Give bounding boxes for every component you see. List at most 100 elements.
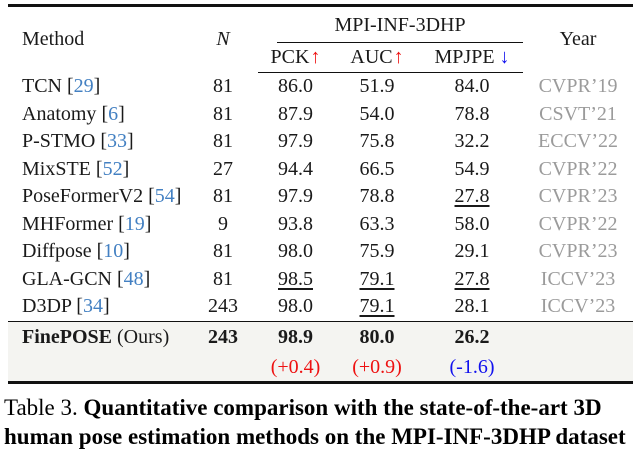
mpjpe-cell-second-best: 27.8 xyxy=(454,267,490,290)
pck-cell: 87.9 xyxy=(278,102,313,125)
ours-method-cell: FinePOSE (Ours) xyxy=(8,320,188,354)
table-row: MHFormer [19] 9 93.8 63.3 58.0 CVPR’22 xyxy=(8,211,633,239)
up-arrow-icon: ↑ xyxy=(310,46,321,68)
pck-cell: 93.8 xyxy=(278,212,313,235)
table-row: TCN [29] 81 86.0 51.9 84.0 CVPR’19 xyxy=(8,73,633,101)
cite-bracket: [ xyxy=(62,75,74,97)
pck-cell: 94.4 xyxy=(278,157,313,180)
up-arrow-icon: ↑ xyxy=(393,46,404,68)
pck-cell: 98.0 xyxy=(278,295,313,318)
cite-bracket: ] xyxy=(144,212,152,235)
empty-cell xyxy=(523,353,634,384)
mpjpe-cell: 29.1 xyxy=(454,240,490,263)
citation-link[interactable]: 19 xyxy=(124,212,145,235)
n-cell: 9 xyxy=(218,212,228,235)
table-row: Anatomy [6] 81 87.9 54.0 78.8 CSVT’21 xyxy=(8,101,633,129)
year-cell: CVPR’19 xyxy=(538,75,618,97)
auc-cell: 78.8 xyxy=(359,185,395,208)
table-row: Diffpose [10] 81 98.0 75.9 29.1 CVPR’23 xyxy=(8,238,633,266)
ours-section: FinePOSE (Ours) 243 98.9 80.0 26.2 (+0.4… xyxy=(8,320,634,384)
caption-bold-text: Quantitative comparison with the state-o… xyxy=(83,395,602,420)
cite-bracket: [ xyxy=(95,130,108,153)
mpjpe-cell: 28.1 xyxy=(454,295,490,318)
cite-bracket: [ xyxy=(96,102,109,125)
method-cell: Anatomy [6] xyxy=(8,101,188,129)
ours-delta-row: (+0.4) (+0.9) (-1.6) xyxy=(8,353,634,384)
column-header-n: N xyxy=(216,28,230,51)
caption-line-2: human pose estimation methods on the MPI… xyxy=(4,422,640,451)
column-header-pck: PCK↑ xyxy=(258,43,333,73)
method-name: MHFormer xyxy=(22,212,114,235)
ours-n-cell: 243 xyxy=(188,320,258,354)
column-header-mpjpe: MPJPE ↓ xyxy=(421,43,524,73)
ours-year-cell xyxy=(523,320,634,354)
n-cell: 27 xyxy=(213,157,233,180)
cite-bracket: [ xyxy=(90,157,103,180)
citation-link[interactable]: 10 xyxy=(103,240,124,263)
empty-cell xyxy=(8,353,188,384)
n-cell: 81 xyxy=(213,267,233,290)
citation-link[interactable]: 6 xyxy=(108,102,119,125)
ours-auc-cell: 80.0 xyxy=(333,320,421,354)
mpjpe-label: MPJPE xyxy=(434,46,495,68)
method-cell: P-STMO [33] xyxy=(8,128,188,156)
cite-bracket: ] xyxy=(93,75,101,97)
method-name: Diffpose xyxy=(22,240,92,263)
table-header: Method N MPI-INF-3DHP Year PCK↑ AUC↑ MPJ… xyxy=(8,6,633,73)
mpjpe-cell: 32.2 xyxy=(454,130,490,153)
pck-cell: 98.0 xyxy=(278,240,313,263)
cite-bracket: ] xyxy=(123,240,130,263)
pck-label: PCK xyxy=(270,46,310,68)
cite-bracket: [ xyxy=(91,240,104,263)
auc-cell: 75.9 xyxy=(359,240,395,263)
method-name: PoseFormerV2 xyxy=(22,185,144,208)
pck-cell: 97.9 xyxy=(278,130,313,153)
cite-bracket: ] xyxy=(127,130,134,153)
table-row: GLA-GCN [48] 81 98.5 79.1 27.8 ICCV’23 xyxy=(8,266,633,294)
method-cell: TCN [29] xyxy=(8,73,188,101)
header-row-metrics: PCK↑ AUC↑ MPJPE ↓ xyxy=(8,43,633,73)
cite-bracket: ] xyxy=(174,185,182,208)
cite-bracket: ] xyxy=(122,157,130,180)
column-group-dataset: MPI-INF-3DHP xyxy=(258,6,524,43)
auc-cell-second-best: 79.1 xyxy=(359,267,395,290)
n-cell: 81 xyxy=(213,102,233,125)
method-name: Anatomy xyxy=(22,102,97,125)
method-name: TCN xyxy=(22,75,62,97)
cite-bracket: ] xyxy=(102,295,110,318)
ours-pck-cell: 98.9 xyxy=(258,320,333,354)
year-cell: ECCV’22 xyxy=(538,130,619,153)
mpjpe-cell: 84.0 xyxy=(454,75,490,98)
year-cell: ICCV’23 xyxy=(540,295,616,318)
pck-cell: 86.0 xyxy=(278,75,313,98)
ours-method-name: FinePOSE xyxy=(22,326,113,348)
n-cell: 81 xyxy=(213,75,233,97)
year-cell: CVPR’22 xyxy=(538,212,618,235)
citation-link[interactable]: 33 xyxy=(107,130,128,153)
mpjpe-cell-second-best: 27.8 xyxy=(454,185,490,208)
cite-bracket: [ xyxy=(143,185,155,208)
citation-link[interactable]: 34 xyxy=(82,295,103,318)
year-cell: ICCV’23 xyxy=(540,267,616,290)
down-arrow-icon: ↓ xyxy=(499,46,510,68)
caption-prefix: Table 3. xyxy=(4,395,78,420)
cite-bracket: ] xyxy=(118,102,125,125)
auc-delta: (+0.9) xyxy=(333,353,421,384)
year-cell: CSVT’21 xyxy=(539,102,617,125)
auc-cell: 51.9 xyxy=(359,75,395,98)
citation-link[interactable]: 52 xyxy=(102,157,123,180)
citation-link[interactable]: 29 xyxy=(73,75,94,97)
ours-mpjpe-cell: 26.2 xyxy=(421,320,524,354)
mpjpe-cell: 78.8 xyxy=(454,102,490,125)
citation-link[interactable]: 48 xyxy=(123,267,144,290)
results-table: Method N MPI-INF-3DHP Year PCK↑ AUC↑ MPJ… xyxy=(8,4,634,384)
table-body: TCN [29] 81 86.0 51.9 84.0 CVPR’19 Anato… xyxy=(8,73,633,322)
cite-bracket: ] xyxy=(143,267,151,290)
method-cell: D3DP [34] xyxy=(8,293,188,321)
pck-cell-second-best: 98.5 xyxy=(278,267,313,290)
pck-delta: (+0.4) xyxy=(258,353,333,384)
year-cell: CVPR’23 xyxy=(538,185,618,208)
method-name: D3DP xyxy=(22,295,72,318)
method-name: P-STMO xyxy=(22,130,96,153)
citation-link[interactable]: 54 xyxy=(154,185,175,208)
